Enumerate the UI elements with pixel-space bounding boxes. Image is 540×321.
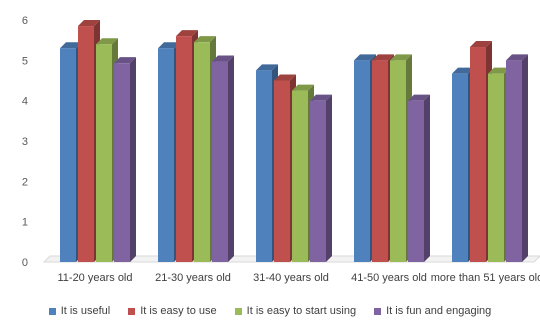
bar [292,90,308,262]
x-tick-label: 11-20 years old [57,272,132,284]
bar-top [452,67,474,74]
y-tick-label: 6 [22,15,28,27]
legend-item-easy-to-use: It is easy to use [128,305,217,317]
bar-top [390,54,412,61]
bar [488,73,504,262]
legend-label-easy-to-start: It is easy to start using [246,305,357,317]
bar [408,100,424,263]
legend-label-fun-engaging: It is fun and engaging [386,305,492,317]
bar-top [274,74,296,81]
x-tick-label: 21-30 years old [155,272,231,284]
legend-swatch-easy-to-use [128,307,136,315]
legend: It is useful It is easy to use It is eas… [0,305,540,317]
bar [78,26,94,262]
legend-item-useful: It is useful [48,305,111,317]
legend-swatch-easy-to-start [234,307,242,315]
bar [256,70,272,263]
bar [274,80,290,262]
y-tick-label: 5 [22,55,28,67]
bar-top [114,57,136,64]
bar [506,60,522,263]
x-tick-label: 41-50 years old [351,272,427,284]
bar [452,73,468,262]
bar-top [158,42,180,49]
bar-top [256,64,278,71]
legend-swatch-useful [48,307,56,315]
bar-side [228,55,234,262]
bar-side [326,94,332,263]
bar-side [522,54,528,263]
bar [470,47,486,263]
legend-label-useful: It is useful [60,305,111,317]
bar [310,100,326,263]
y-tick-label: 0 [22,257,28,269]
bar-top [60,42,82,49]
legend-item-fun-engaging: It is fun and engaging [374,305,491,317]
bar [176,36,192,263]
bar [60,48,76,262]
bar-side [130,57,136,263]
y-tick-label: 2 [22,176,28,188]
legend-item-easy-to-start: It is easy to start using [234,305,357,317]
bar [354,60,370,263]
bar-top [292,84,314,91]
x-tick-label: 31-40 years old [253,272,329,284]
bar-top [96,38,118,45]
x-tick-label: more than 51 years old [431,272,540,284]
y-tick-label: 1 [22,217,28,229]
bar-top [408,94,430,101]
bar-top [488,67,510,74]
bar-side [424,94,430,263]
bar-top [194,36,216,43]
bar [372,60,388,263]
legend-swatch-fun-engaging [374,307,382,315]
bar-top [176,30,198,37]
bar [96,44,112,263]
y-tick-label: 4 [22,96,28,108]
bar-top [506,54,528,61]
bar-top [310,94,332,101]
bar [158,48,174,262]
bar [194,42,210,262]
bar [212,61,228,262]
bar [390,60,406,263]
bar-top [212,55,234,62]
bar-top [78,20,100,27]
y-tick-label: 3 [22,136,28,148]
bar-top [372,54,394,61]
bar [114,63,130,263]
legend-label-easy-to-use: It is easy to use [140,305,217,317]
bar-top [354,54,376,61]
bar-top [470,41,492,48]
